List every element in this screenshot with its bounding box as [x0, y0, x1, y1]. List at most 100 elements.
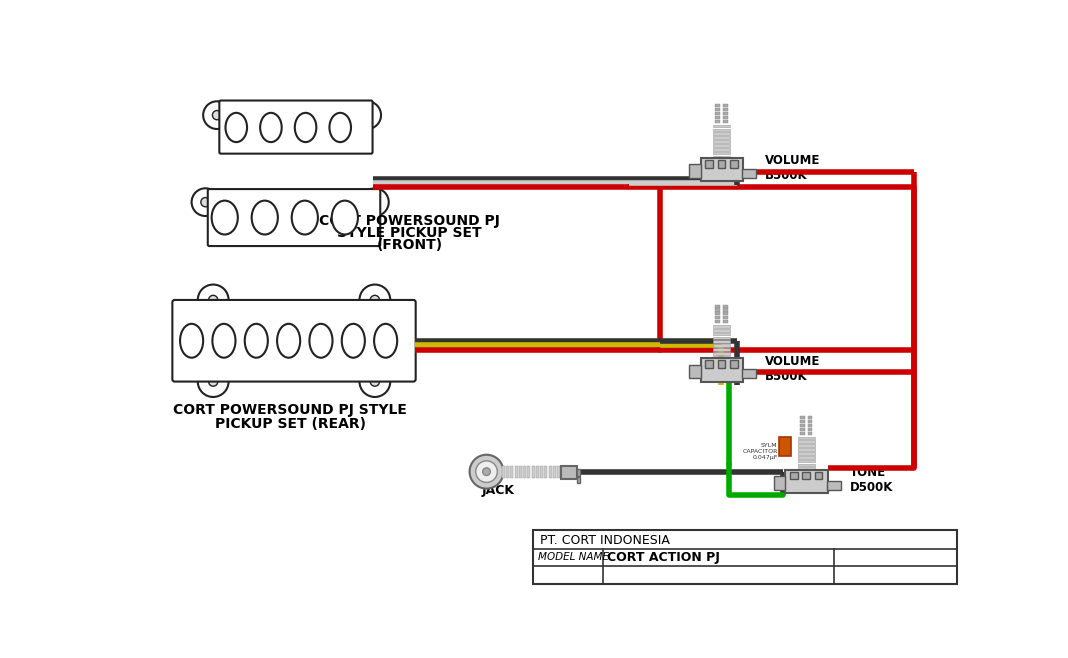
- Circle shape: [208, 295, 218, 305]
- Bar: [723, 305, 727, 308]
- Bar: [716, 316, 720, 319]
- Text: CORT POWERSOUND PJ STYLE: CORT POWERSOUND PJ STYLE: [173, 403, 407, 417]
- Text: VOLUME
B500K: VOLUME B500K: [766, 355, 820, 382]
- Bar: [502, 465, 505, 478]
- Ellipse shape: [211, 201, 238, 234]
- Ellipse shape: [310, 324, 332, 358]
- Bar: [713, 325, 729, 328]
- Ellipse shape: [252, 201, 278, 234]
- Bar: [528, 465, 531, 478]
- Bar: [798, 452, 815, 455]
- Bar: [713, 340, 729, 343]
- Circle shape: [203, 101, 231, 129]
- Circle shape: [475, 461, 498, 482]
- Bar: [729, 160, 738, 168]
- Bar: [723, 116, 727, 119]
- Bar: [716, 313, 720, 315]
- Bar: [718, 360, 725, 368]
- Bar: [519, 465, 522, 478]
- Bar: [827, 481, 841, 490]
- Bar: [798, 437, 815, 440]
- Ellipse shape: [295, 113, 316, 142]
- Bar: [716, 105, 720, 107]
- Bar: [798, 448, 815, 451]
- Bar: [723, 120, 727, 123]
- Ellipse shape: [277, 324, 300, 358]
- Bar: [713, 132, 729, 135]
- Circle shape: [208, 377, 218, 386]
- Circle shape: [213, 111, 222, 120]
- Bar: [773, 476, 785, 490]
- Bar: [742, 169, 756, 178]
- Text: PT. CORT INDONESIA: PT. CORT INDONESIA: [539, 534, 670, 547]
- Bar: [780, 437, 790, 456]
- Bar: [689, 365, 701, 378]
- Bar: [523, 465, 527, 478]
- Bar: [723, 112, 727, 115]
- Bar: [713, 148, 729, 151]
- Bar: [705, 360, 713, 368]
- Bar: [553, 465, 555, 478]
- Bar: [713, 344, 729, 347]
- Bar: [713, 155, 729, 159]
- Bar: [577, 477, 581, 483]
- Bar: [713, 356, 729, 359]
- Bar: [800, 432, 804, 435]
- Circle shape: [371, 377, 379, 386]
- Ellipse shape: [180, 324, 203, 358]
- Circle shape: [191, 188, 219, 216]
- Circle shape: [360, 284, 390, 315]
- Bar: [807, 420, 813, 423]
- Circle shape: [371, 197, 379, 207]
- Bar: [713, 329, 729, 332]
- Bar: [815, 472, 822, 480]
- Text: STYLE PICKUP SET: STYLE PICKUP SET: [337, 226, 482, 240]
- Bar: [716, 320, 720, 323]
- Circle shape: [371, 295, 379, 305]
- Bar: [716, 309, 720, 311]
- Bar: [506, 465, 509, 478]
- Bar: [557, 465, 560, 478]
- Bar: [713, 144, 729, 147]
- Bar: [545, 465, 548, 478]
- Bar: [807, 428, 813, 431]
- Ellipse shape: [261, 113, 282, 142]
- Circle shape: [198, 366, 229, 397]
- Bar: [716, 116, 720, 119]
- Text: TONE
D500K: TONE D500K: [850, 467, 893, 494]
- Text: VOLUME
B500K: VOLUME B500K: [766, 155, 820, 182]
- Bar: [716, 108, 720, 111]
- Bar: [802, 472, 810, 480]
- Circle shape: [201, 197, 210, 207]
- Circle shape: [360, 366, 390, 397]
- Bar: [723, 108, 727, 111]
- Circle shape: [470, 455, 503, 489]
- Bar: [716, 120, 720, 123]
- Bar: [549, 465, 551, 478]
- Circle shape: [354, 101, 381, 129]
- Circle shape: [483, 468, 490, 476]
- Bar: [515, 465, 518, 478]
- Bar: [723, 105, 727, 107]
- Bar: [800, 420, 804, 423]
- Bar: [790, 472, 798, 480]
- Bar: [713, 128, 729, 132]
- Bar: [713, 136, 729, 139]
- Bar: [701, 359, 743, 382]
- Bar: [718, 160, 725, 168]
- Ellipse shape: [213, 324, 236, 358]
- Text: JACK: JACK: [482, 484, 515, 497]
- Bar: [729, 360, 738, 368]
- Bar: [532, 465, 535, 478]
- Text: PICKUP SET (REAR): PICKUP SET (REAR): [215, 417, 365, 431]
- Ellipse shape: [292, 201, 318, 234]
- Bar: [807, 424, 813, 427]
- Text: SYLM
CAPACITOR
0.047µF: SYLM CAPACITOR 0.047µF: [742, 443, 778, 460]
- Bar: [807, 432, 813, 435]
- Bar: [723, 316, 727, 319]
- Bar: [798, 456, 815, 459]
- Bar: [713, 125, 729, 128]
- Bar: [800, 428, 804, 431]
- Bar: [713, 152, 729, 155]
- Bar: [723, 309, 727, 311]
